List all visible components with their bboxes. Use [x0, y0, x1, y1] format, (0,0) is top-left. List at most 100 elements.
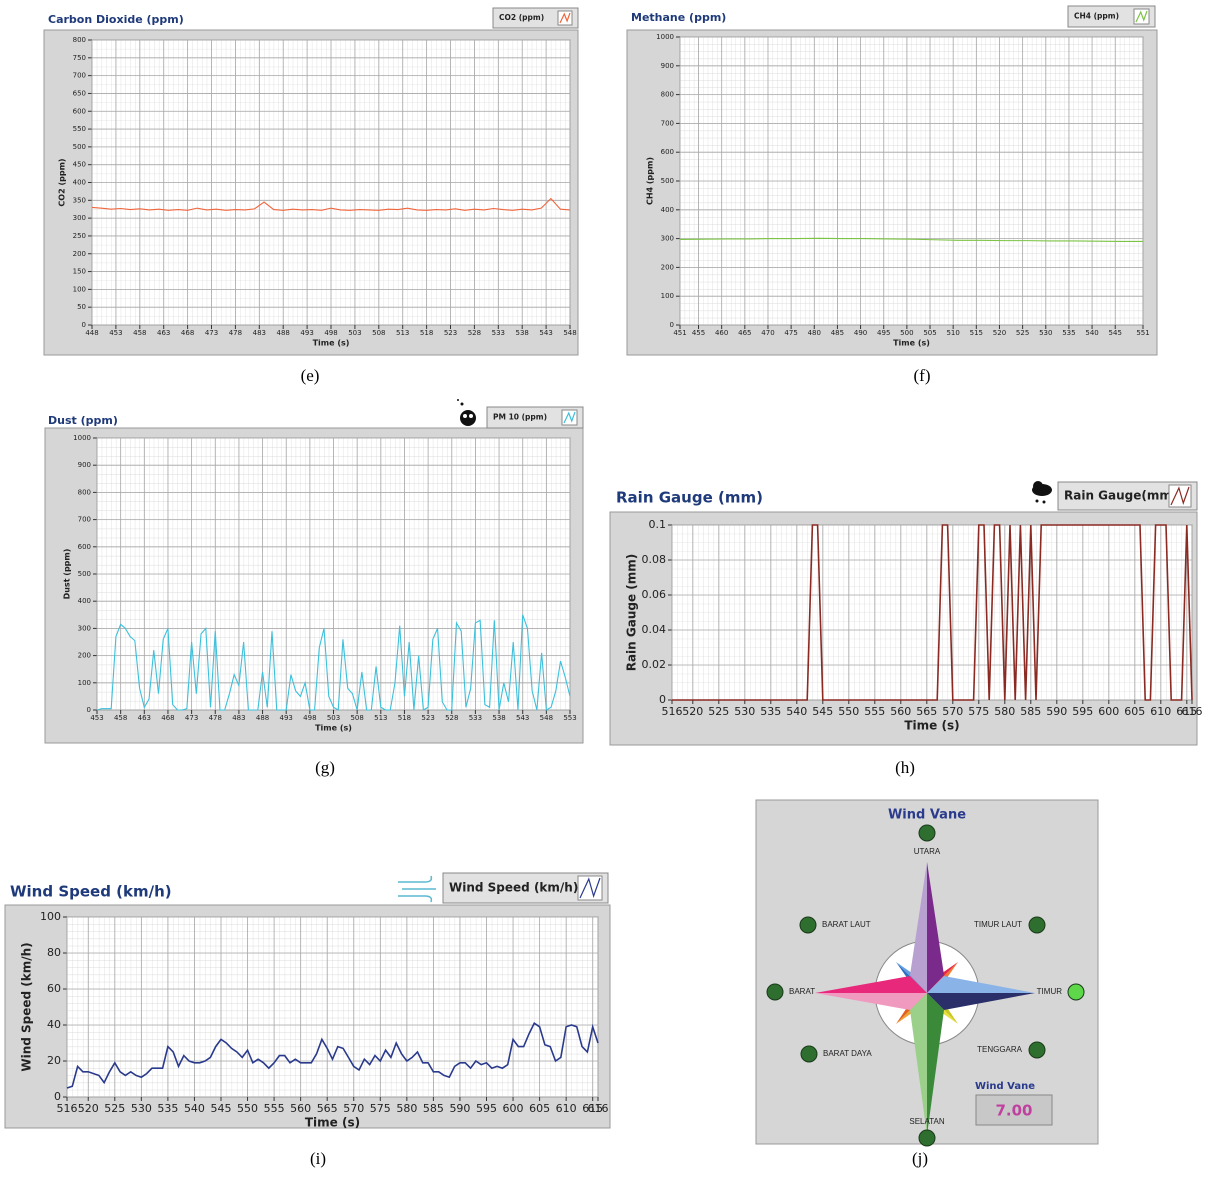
x-tick-label: 528 — [468, 329, 481, 337]
x-tick-label: 525 — [1016, 329, 1029, 337]
y-tick-label: 500 — [73, 143, 86, 151]
y-tick-label: 450 — [73, 161, 86, 169]
x-tick-label: 575 — [370, 1102, 391, 1115]
x-tick-label: 545 — [1109, 329, 1122, 337]
x-tick-label: 480 — [808, 329, 821, 337]
x-tick-label: 470 — [761, 329, 774, 337]
x-tick-label: 488 — [277, 329, 290, 337]
data-line — [672, 524, 1193, 701]
x-tick-label: 495 — [877, 329, 890, 337]
x-tick-label: 473 — [205, 329, 218, 337]
x-axis-title: Time (s) — [313, 339, 350, 348]
x-tick-label: 565 — [916, 705, 937, 718]
x-tick-label: 610 — [1150, 705, 1171, 718]
x-axis-title: Time (s) — [315, 724, 352, 733]
x-tick-label: 523 — [421, 714, 434, 722]
y-tick-label: 1000 — [73, 434, 91, 442]
y-tick-label: 1000 — [656, 33, 674, 41]
data-line — [66, 1022, 599, 1089]
caption: (f) — [914, 366, 931, 385]
y-tick-label: 100 — [73, 285, 86, 293]
x-tick-label: 585 — [1020, 705, 1041, 718]
indicator-value: 7.00 — [995, 1102, 1032, 1120]
y-tick-label: 0 — [670, 321, 674, 329]
y-tick-label: 350 — [73, 196, 86, 204]
y-tick-label: 600 — [73, 107, 86, 115]
x-tick-label: 590 — [1046, 705, 1067, 718]
x-tick-label: 513 — [374, 714, 387, 722]
direction-led — [800, 1045, 818, 1063]
y-tick-label: 750 — [73, 54, 86, 62]
y-tick-label: 800 — [661, 91, 674, 99]
compass-rose — [815, 862, 1035, 1135]
y-tick-label: 60 — [47, 982, 61, 995]
legend-label: CO2 (ppm) — [499, 13, 544, 22]
x-tick-label: 548 — [563, 329, 576, 337]
x-tick-label: 478 — [209, 714, 222, 722]
legend-swatch — [1135, 10, 1148, 23]
x-tick-label: 538 — [516, 329, 529, 337]
x-tick-label: 493 — [300, 329, 313, 337]
y-tick-label: 100 — [661, 292, 674, 300]
plot-minor-grid — [672, 525, 1192, 700]
y-tick-label: 0 — [87, 706, 91, 714]
x-tick-label: 508 — [372, 329, 385, 337]
x-tick-label: 605 — [529, 1102, 550, 1115]
x-tick-label: 460 — [715, 329, 728, 337]
y-tick-label: 300 — [661, 235, 674, 243]
x-tick-label: 553 — [563, 714, 576, 722]
x-tick-label: 498 — [324, 329, 337, 337]
direction-led — [918, 1129, 936, 1147]
x-tick-label: 538 — [492, 714, 505, 722]
wind-vane-panel: Wind Vane Wind Vane 7.00 (j) — [755, 799, 1099, 1168]
y-tick-label: 700 — [73, 72, 86, 80]
x-tick-label: 478 — [229, 329, 242, 337]
y-tick-label: 0.1 — [649, 518, 667, 531]
x-tick-label: 616 — [588, 1102, 609, 1115]
x-tick-label: 453 — [90, 714, 103, 722]
x-tick-label: 518 — [398, 714, 411, 722]
chart-title: Rain Gauge (mm) — [616, 489, 763, 507]
legend-box — [492, 7, 579, 29]
x-tick-label: 585 — [423, 1102, 444, 1115]
y-axis-title: CH4 (ppm) — [646, 157, 655, 205]
plot-minor-grid — [67, 917, 598, 1097]
x-tick-label: 580 — [396, 1102, 417, 1115]
x-tick-label: 516 — [57, 1102, 78, 1115]
chart-title: Carbon Dioxide (ppm) — [48, 13, 184, 26]
x-tick-label: 458 — [114, 714, 127, 722]
y-tick-label: 80 — [47, 946, 61, 959]
y-tick-label: 200 — [78, 652, 91, 660]
x-tick-label: 530 — [1039, 329, 1052, 337]
rain-icon — [1032, 481, 1052, 504]
y-tick-label: 400 — [78, 597, 91, 605]
caption: (j) — [912, 1149, 928, 1168]
x-tick-label: 535 — [760, 705, 781, 718]
legend-swatch-box — [561, 409, 578, 426]
x-tick-label: 555 — [264, 1102, 285, 1115]
x-tick-label: 540 — [184, 1102, 205, 1115]
x-tick-label: 533 — [492, 329, 505, 337]
dust-icon — [457, 399, 476, 426]
y-tick-label: 700 — [78, 516, 91, 524]
x-tick-label: 548 — [540, 714, 553, 722]
y-tick-label: 650 — [73, 89, 86, 97]
y-tick-label: 250 — [73, 232, 86, 240]
x-tick-label: 560 — [890, 705, 911, 718]
x-tick-label: 498 — [303, 714, 316, 722]
x-tick-label: 551 — [1136, 329, 1149, 337]
y-tick-label: 100 — [78, 679, 91, 687]
x-tick-label: 458 — [133, 329, 146, 337]
y-axis-title: CO2 (ppm) — [58, 158, 67, 206]
y-tick-label: 0.08 — [642, 553, 667, 566]
x-tick-label: 535 — [157, 1102, 178, 1115]
y-tick-label: 100 — [40, 910, 61, 923]
x-tick-label: 451 — [673, 329, 686, 337]
direction-led — [1067, 983, 1085, 1001]
x-tick-label: 580 — [994, 705, 1015, 718]
direction-led — [918, 824, 936, 842]
y-tick-label: 40 — [47, 1018, 61, 1031]
vane-title: Wind Vane — [888, 808, 966, 823]
x-tick-label: 453 — [109, 329, 122, 337]
